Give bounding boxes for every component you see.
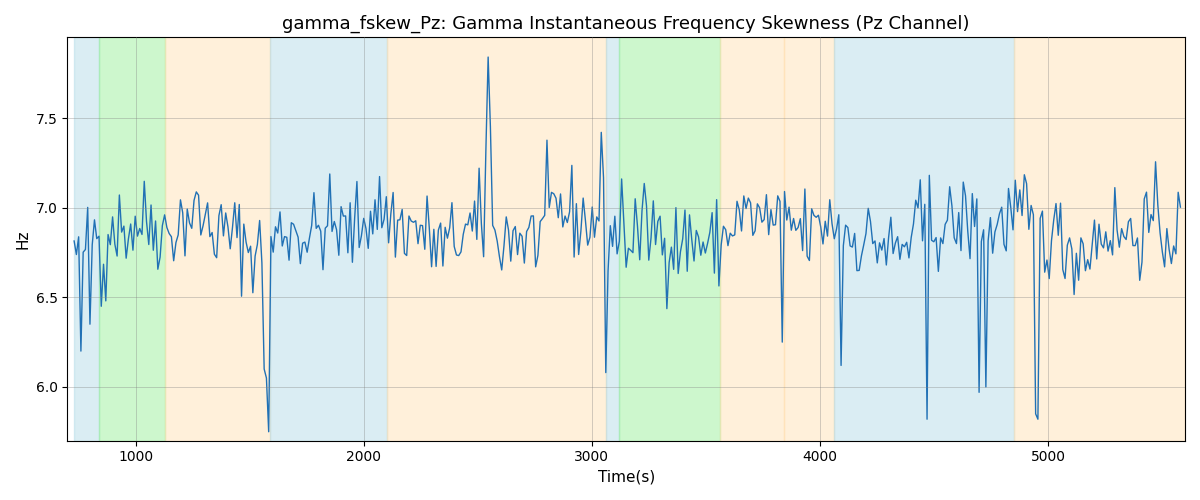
Bar: [834, 38, 1014, 440]
Bar: [386, 38, 606, 440]
Bar: [1014, 38, 1186, 440]
Bar: [100, 38, 166, 440]
Bar: [784, 38, 834, 440]
Title: gamma_fskew_Pz: Gamma Instantaneous Frequency Skewness (Pz Channel): gamma_fskew_Pz: Gamma Instantaneous Freq…: [282, 15, 970, 34]
Bar: [720, 38, 784, 440]
X-axis label: Time(s): Time(s): [598, 470, 655, 485]
Bar: [166, 38, 270, 440]
Bar: [619, 38, 720, 440]
Bar: [606, 38, 619, 440]
Bar: [270, 38, 386, 440]
Bar: [74, 38, 100, 440]
Y-axis label: Hz: Hz: [16, 230, 30, 249]
